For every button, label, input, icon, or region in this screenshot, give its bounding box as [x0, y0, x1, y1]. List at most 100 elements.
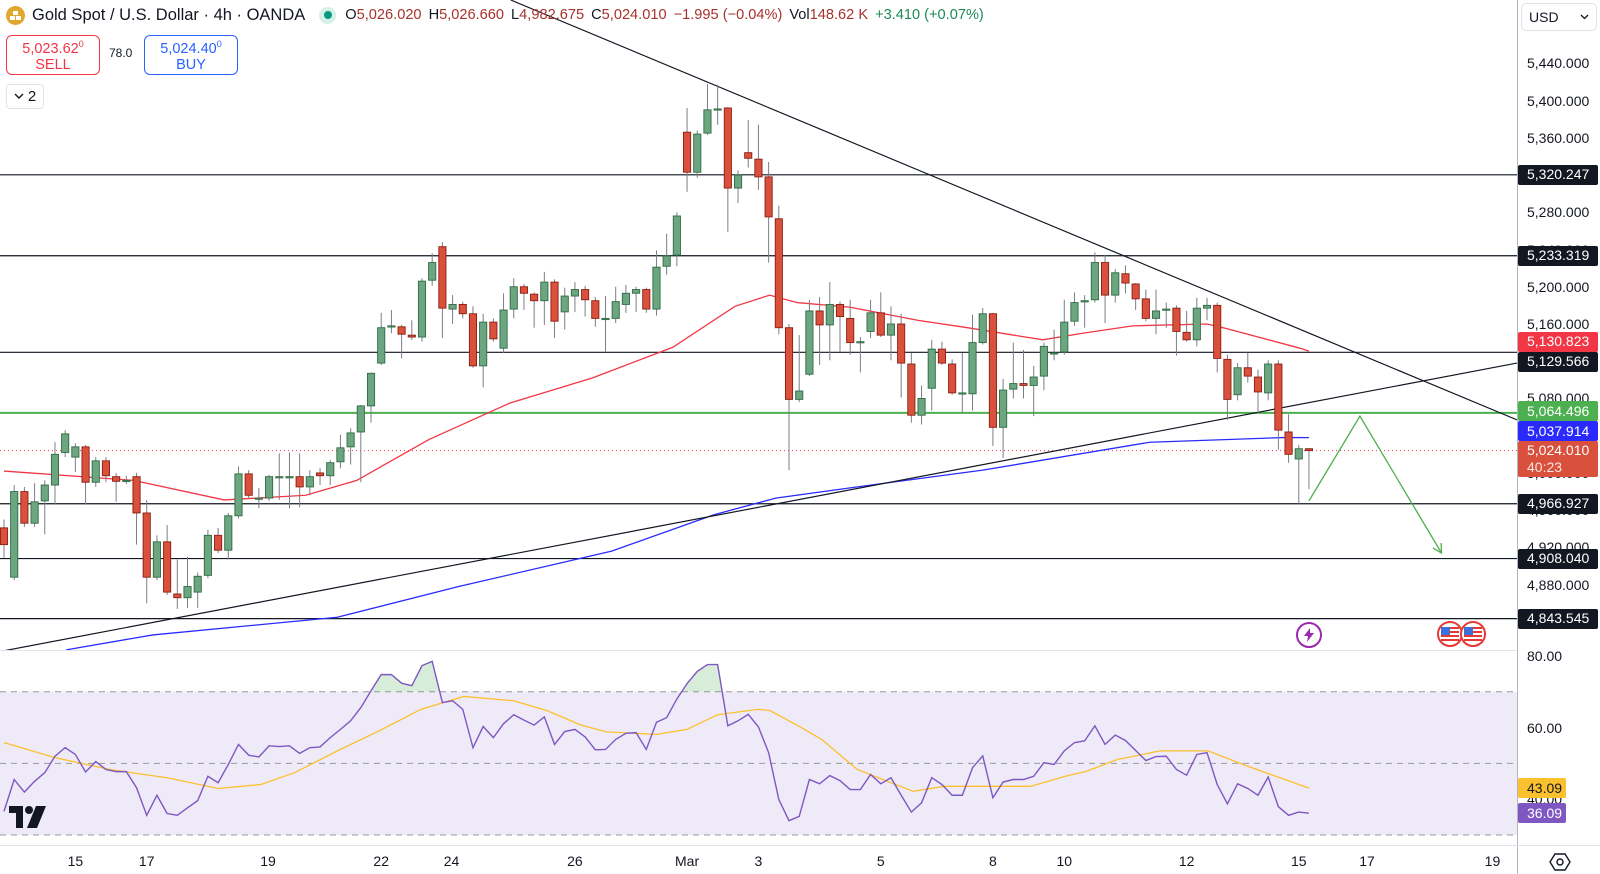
candle[interactable]: [50, 442, 60, 505]
candle[interactable]: [387, 310, 396, 334]
candle[interactable]: [0, 519, 9, 558]
candle[interactable]: [723, 107, 732, 232]
candle[interactable]: [917, 385, 926, 425]
candle[interactable]: [173, 559, 182, 609]
candle[interactable]: [377, 312, 386, 365]
candle[interactable]: [897, 313, 906, 398]
candle[interactable]: [1274, 360, 1283, 450]
candle[interactable]: [1141, 289, 1150, 322]
candle[interactable]: [479, 313, 488, 388]
candle[interactable]: [1264, 360, 1273, 401]
candle[interactable]: [846, 299, 855, 355]
candle[interactable]: [1284, 414, 1293, 463]
candle[interactable]: [122, 475, 131, 485]
candle[interactable]: [856, 337, 865, 373]
symbol-title[interactable]: Gold Spot / U.S. Dollar · 4h · OANDA: [32, 5, 306, 24]
candle[interactable]: [1172, 305, 1181, 356]
candle[interactable]: [519, 283, 528, 311]
sell-button[interactable]: 5,023.620 SELL: [6, 35, 100, 75]
candle[interactable]: [1192, 297, 1201, 347]
candle[interactable]: [326, 459, 335, 486]
candle[interactable]: [632, 286, 641, 312]
candle[interactable]: [815, 296, 824, 365]
candle[interactable]: [428, 253, 437, 286]
pane-separator[interactable]: [0, 650, 1517, 651]
candle[interactable]: [968, 314, 977, 411]
candle[interactable]: [805, 299, 814, 377]
lightning-event-icon[interactable]: [1296, 622, 1322, 648]
candle[interactable]: [152, 535, 161, 581]
rsi-moving-average-line[interactable]: [3, 695, 1310, 792]
candle[interactable]: [937, 341, 946, 365]
candle[interactable]: [10, 485, 19, 581]
candle[interactable]: [214, 527, 223, 554]
candle[interactable]: [1304, 448, 1314, 490]
candle[interactable]: [295, 453, 304, 508]
candle[interactable]: [835, 301, 845, 352]
candle[interactable]: [1131, 283, 1140, 311]
short-moving-average-line[interactable]: [3, 294, 1310, 501]
candle[interactable]: [244, 470, 253, 499]
candle[interactable]: [570, 282, 579, 312]
trendline[interactable]: [4, 362, 1517, 650]
candle[interactable]: [795, 335, 804, 403]
candle[interactable]: [285, 452, 294, 509]
candle[interactable]: [1162, 302, 1171, 328]
candle[interactable]: [978, 308, 987, 345]
candle[interactable]: [254, 487, 263, 509]
candle[interactable]: [621, 284, 630, 313]
candle[interactable]: [540, 271, 549, 325]
candle[interactable]: [530, 292, 539, 328]
candle[interactable]: [101, 457, 110, 483]
candle[interactable]: [999, 378, 1008, 459]
buy-button[interactable]: 5,024.400 BUY: [144, 35, 238, 75]
candle[interactable]: [1202, 297, 1212, 321]
candle[interactable]: [560, 287, 569, 330]
candle[interactable]: [988, 312, 997, 446]
candle[interactable]: [1080, 295, 1089, 328]
candle[interactable]: [1294, 445, 1303, 504]
candle[interactable]: [754, 124, 763, 190]
candle[interactable]: [744, 120, 753, 168]
market-open-status-icon[interactable]: [319, 6, 337, 24]
candle[interactable]: [20, 486, 29, 527]
candle[interactable]: [703, 83, 712, 135]
long-moving-average-line[interactable]: [66, 436, 1309, 650]
candle[interactable]: [30, 483, 39, 527]
candle[interactable]: [193, 572, 202, 608]
candle[interactable]: [1182, 310, 1191, 342]
candle[interactable]: [581, 285, 590, 317]
candle[interactable]: [683, 107, 692, 192]
us-flag-event-icon[interactable]: [1460, 621, 1486, 647]
candle[interactable]: [1223, 354, 1232, 420]
candle[interactable]: [142, 499, 151, 604]
candle[interactable]: [1019, 350, 1028, 399]
candle[interactable]: [417, 278, 427, 342]
candle[interactable]: [315, 468, 325, 486]
candle[interactable]: [132, 472, 141, 545]
candle[interactable]: [1039, 342, 1048, 391]
candle[interactable]: [509, 278, 518, 319]
candle[interactable]: [356, 404, 365, 483]
candle[interactable]: [1060, 299, 1069, 355]
candle[interactable]: [876, 292, 885, 338]
candle[interactable]: [1009, 342, 1018, 399]
projection-path[interactable]: [1308, 414, 1443, 554]
candle[interactable]: [693, 130, 702, 178]
candle[interactable]: [448, 295, 457, 324]
candle[interactable]: [336, 434, 345, 469]
candle[interactable]: [672, 212, 681, 267]
candle[interactable]: [458, 301, 467, 319]
candle[interactable]: [71, 443, 80, 473]
candle[interactable]: [265, 474, 274, 501]
candle[interactable]: [550, 279, 559, 338]
currency-dropdown[interactable]: USD: [1521, 3, 1597, 31]
candle[interactable]: [948, 359, 957, 395]
candle[interactable]: [866, 299, 875, 338]
candle[interactable]: [907, 352, 916, 423]
candle[interactable]: [183, 556, 192, 608]
candle[interactable]: [275, 453, 284, 500]
candle[interactable]: [438, 242, 447, 338]
candle[interactable]: [163, 525, 172, 595]
candle[interactable]: [1050, 329, 1059, 361]
